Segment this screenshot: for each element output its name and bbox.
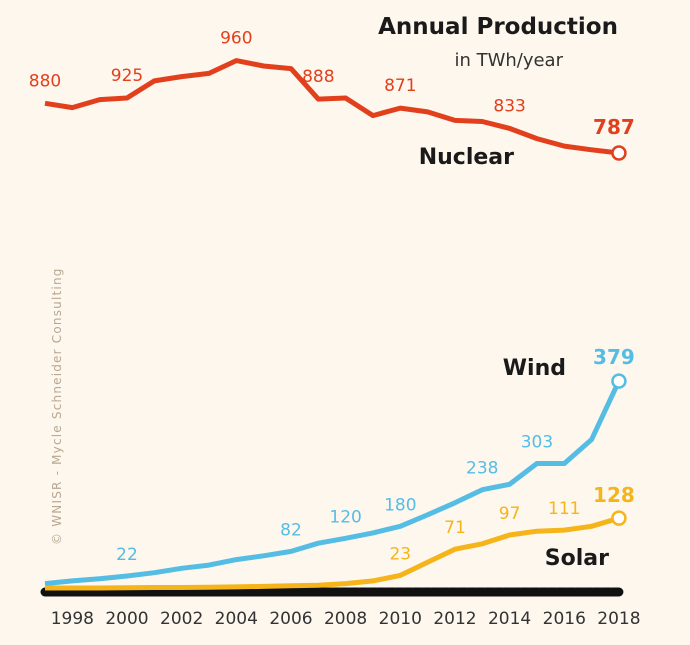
nuclear-line — [44, 58, 620, 156]
x-tick-label: 2006 — [269, 609, 312, 629]
wind-data-label: 303 — [521, 433, 553, 453]
wind-line — [44, 380, 622, 587]
series-names: Nuclear Wind Solar — [419, 145, 609, 571]
x-tick-label: 2014 — [488, 609, 531, 629]
nuclear-data-label: 888 — [302, 67, 334, 87]
nuclear-data-label: 925 — [111, 66, 143, 86]
wind-end-marker — [611, 373, 627, 389]
nuclear-end-label: 787 — [593, 115, 635, 139]
wind-data-label: 120 — [329, 507, 361, 527]
wind-data-label: 180 — [384, 495, 416, 515]
x-tick-label: 2000 — [105, 609, 148, 629]
nuclear-series-name: Nuclear — [419, 145, 514, 170]
x-tick-label: 1998 — [51, 609, 94, 629]
chart-title: Annual Production — [378, 14, 618, 40]
series-lines — [44, 58, 627, 591]
solar-line — [45, 515, 620, 591]
wind-series-name: Wind — [503, 356, 566, 381]
solar-series-name: Solar — [545, 546, 609, 571]
solar-data-label: 71 — [444, 518, 466, 538]
solar-data-label: 23 — [389, 544, 411, 564]
wind-data-label: 22 — [116, 545, 138, 565]
x-tick-label: 2010 — [379, 609, 422, 629]
wind-data-label: 82 — [280, 520, 302, 540]
x-tick-label: 2012 — [433, 609, 476, 629]
data-labels: 880 925 960 888 871 833 787 22 82 120 180 238 303 379… — [29, 29, 635, 565]
x-tick-label: 2016 — [543, 609, 586, 629]
copyright-credit: © WNISR - Mycle Schneider Consulting — [50, 267, 64, 545]
solar-data-label: 111 — [548, 499, 580, 519]
solar-end-marker — [611, 510, 627, 526]
nuclear-data-label: 871 — [384, 76, 416, 96]
chart-subtitle: in TWh/year — [454, 50, 563, 71]
nuclear-data-label: 880 — [29, 71, 61, 91]
nuclear-end-marker — [611, 145, 627, 161]
nuclear-data-label: 833 — [493, 96, 525, 116]
x-tick-label: 2008 — [324, 609, 367, 629]
solar-data-label: 97 — [499, 504, 521, 524]
x-axis: 1998 2000 2002 2004 2006 2008 2010 2012 2014 2016… — [40, 587, 641, 629]
x-tick-label: 2004 — [215, 609, 258, 629]
x-tick-label: 2002 — [160, 609, 203, 629]
wind-data-label: 238 — [466, 459, 498, 479]
nuclear-data-label: 960 — [220, 29, 252, 49]
solar-end-label: 128 — [593, 483, 635, 507]
x-tick-label: 2018 — [597, 609, 640, 629]
wind-end-label: 379 — [593, 345, 635, 369]
